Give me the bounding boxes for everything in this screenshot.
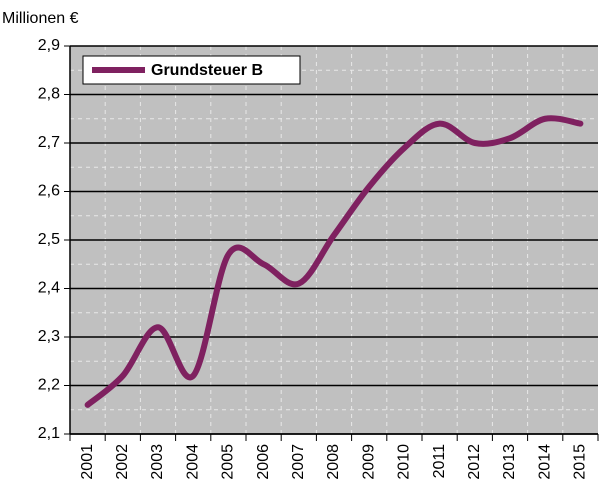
- x-tick-label: 2008: [325, 444, 342, 480]
- x-tick-label: 2014: [536, 444, 553, 480]
- line: [84, 115, 584, 408]
- y-tick-label: 2,2: [38, 377, 60, 394]
- y-tick-label: 2,5: [38, 231, 60, 248]
- legend-label: Grundsteuer B: [151, 62, 263, 79]
- x-tick-label: 2012: [466, 444, 483, 480]
- y-tick-label: 2,3: [38, 328, 60, 345]
- x-tick-label: 2009: [360, 444, 377, 480]
- x-tick-label: 2010: [396, 444, 413, 480]
- x-tick-label: 2005: [220, 444, 237, 480]
- x-tick-label: 2015: [572, 444, 589, 480]
- x-tick-label: 2003: [149, 444, 166, 480]
- x-tick-label: 2013: [501, 444, 518, 480]
- x-tick-label: 2001: [79, 444, 96, 480]
- y-tick-label: 2,6: [38, 183, 60, 200]
- x-tick-label: 2011: [431, 444, 448, 479]
- x-tick-label: 2002: [114, 444, 131, 480]
- y-tick-label: 2,7: [38, 134, 60, 151]
- y-tick-label: 2,4: [38, 280, 60, 297]
- y-axis-label: Millionen €: [2, 10, 79, 27]
- y-tick-label: 2,9: [38, 37, 60, 54]
- x-tick-label: 2006: [255, 444, 272, 480]
- y-tick-label: 2,8: [38, 86, 60, 103]
- x-tick-label: 2004: [184, 444, 201, 480]
- x-tick-label: 2007: [290, 444, 307, 480]
- y-tick-label: 2,1: [38, 425, 60, 442]
